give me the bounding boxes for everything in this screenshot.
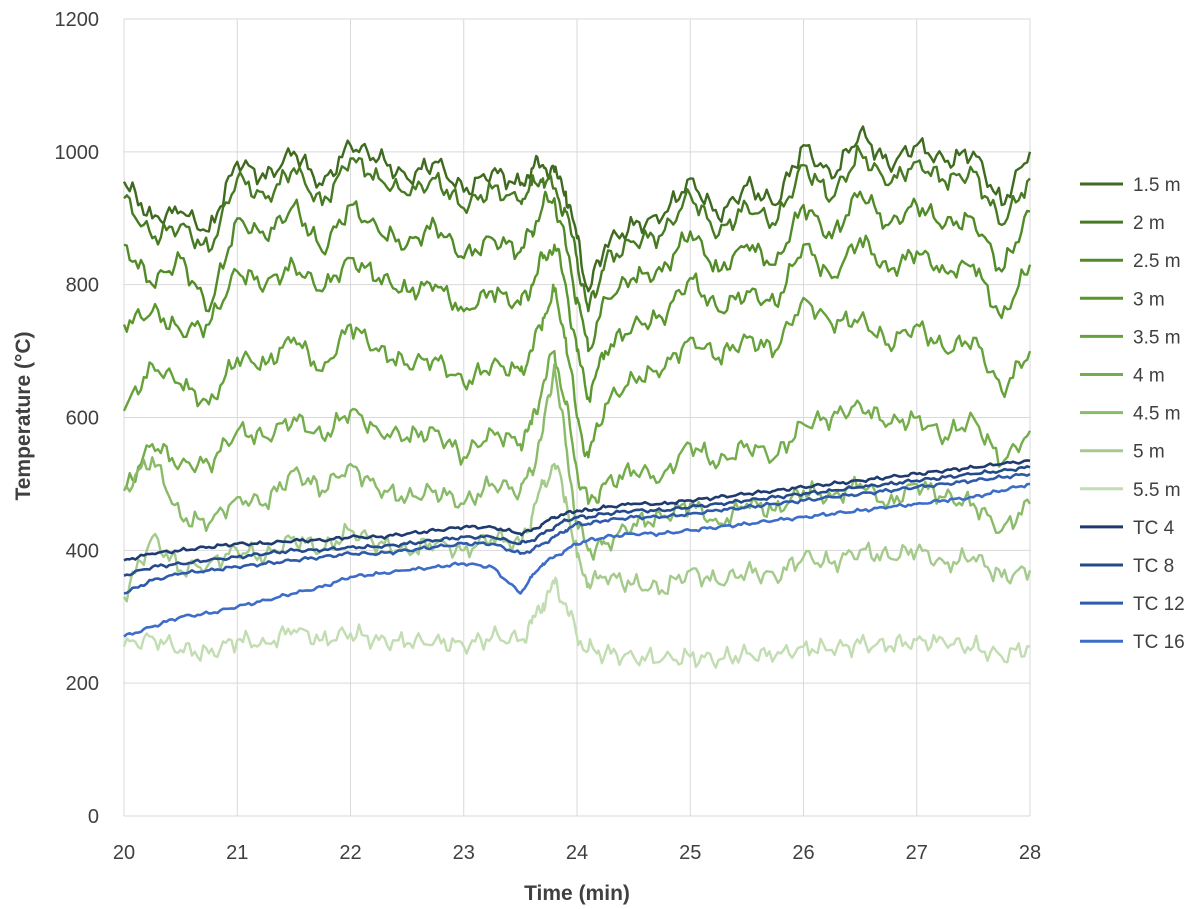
- series-line-4-5-m: [123, 363, 1031, 561]
- legend-label: TC 12: [1133, 594, 1185, 615]
- x-tick-label: 21: [226, 842, 248, 864]
- series-line-2-5-m: [123, 190, 1031, 353]
- x-tick-label: 23: [453, 842, 475, 864]
- legend-label: TC 16: [1133, 632, 1185, 653]
- y-tick-label: 200: [66, 673, 99, 695]
- series-line-3-5-m: [122, 283, 1032, 459]
- legend-label: 3 m: [1133, 289, 1165, 310]
- y-tick-label: 400: [66, 540, 99, 562]
- y-tick-label: 800: [66, 275, 99, 297]
- series-line-4-m: [122, 349, 1032, 505]
- x-tick-label: 27: [906, 842, 928, 864]
- legend-label: TC 4: [1133, 518, 1175, 539]
- x-tick-label: 28: [1019, 842, 1041, 864]
- y-axis-tick-labels: 0 200 400 600 800 1000 1200: [55, 9, 100, 828]
- series-line-3-m: [122, 234, 1032, 403]
- x-tick-label: 25: [679, 842, 701, 864]
- legend-label: TC 8: [1133, 556, 1174, 577]
- legend-label: 4 m: [1133, 366, 1165, 387]
- x-tick-label: 24: [566, 842, 588, 864]
- series-line-tc-4: [123, 459, 1031, 562]
- legend-label: 5.5 m: [1133, 480, 1181, 501]
- series-lines: [122, 125, 1032, 669]
- x-axis-tick-labels: 20 21 22 23 24 25 26 27 28: [113, 842, 1041, 864]
- legend-label: 2 m: [1133, 213, 1165, 234]
- series-line-tc-8: [123, 465, 1031, 577]
- y-tick-label: 600: [66, 408, 99, 430]
- x-tick-label: 20: [113, 842, 135, 864]
- series-line-5-5-m: [122, 576, 1031, 669]
- series-line-tc-12: [123, 472, 1031, 595]
- y-tick-label: 0: [88, 806, 99, 828]
- x-tick-label: 26: [792, 842, 814, 864]
- legend-label: 2.5 m: [1133, 251, 1181, 272]
- x-tick-label: 22: [339, 842, 361, 864]
- gridlines: [123, 18, 1031, 817]
- y-axis-title: Temperature (°C): [12, 331, 35, 500]
- legend-label: 4.5 m: [1133, 404, 1181, 425]
- legend: 1.5 m 2 m 2.5 m 3 m 3.5 m 4 m 4.5 m 5 m 5.5 m TC …: [1080, 175, 1185, 653]
- legend-label: 3.5 m: [1133, 327, 1181, 348]
- legend-label: 5 m: [1133, 442, 1165, 463]
- series-line-tc-16: [123, 482, 1031, 638]
- series-line-2-m: [123, 144, 1031, 313]
- series-line-1-5-m: [122, 125, 1032, 293]
- x-axis-title: Time (min): [524, 882, 630, 905]
- y-tick-label: 1200: [55, 9, 100, 31]
- y-tick-label: 1000: [55, 142, 100, 164]
- series-line-5-m: [122, 462, 1032, 603]
- legend-label: 1.5 m: [1133, 175, 1181, 196]
